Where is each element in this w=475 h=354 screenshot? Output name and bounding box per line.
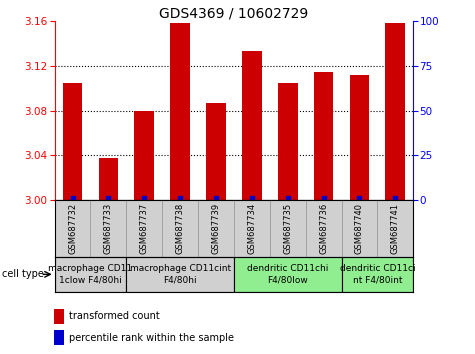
Bar bbox=[54, 309, 65, 324]
Text: GSM687737: GSM687737 bbox=[140, 203, 149, 254]
Text: cell type: cell type bbox=[2, 269, 44, 279]
Bar bbox=[378, 200, 413, 257]
Bar bbox=[270, 200, 306, 257]
Bar bbox=[198, 200, 234, 257]
Text: macrophage CD11cint
F4/80hi: macrophage CD11cint F4/80hi bbox=[130, 264, 231, 284]
Bar bbox=[63, 83, 83, 200]
Text: dendritic CD11chi
F4/80low: dendritic CD11chi F4/80low bbox=[247, 264, 328, 284]
Title: GDS4369 / 10602729: GDS4369 / 10602729 bbox=[159, 6, 309, 20]
Text: percentile rank within the sample: percentile rank within the sample bbox=[68, 332, 234, 343]
Bar bbox=[385, 23, 405, 200]
Bar bbox=[55, 257, 126, 292]
Text: GSM687736: GSM687736 bbox=[319, 203, 328, 254]
Text: GSM687741: GSM687741 bbox=[391, 203, 400, 254]
Bar bbox=[234, 200, 270, 257]
Bar bbox=[242, 51, 262, 200]
Text: GSM687734: GSM687734 bbox=[247, 203, 257, 254]
Bar bbox=[98, 158, 118, 200]
Bar bbox=[314, 72, 333, 200]
Bar bbox=[278, 83, 298, 200]
Text: GSM687740: GSM687740 bbox=[355, 203, 364, 254]
Text: GSM687738: GSM687738 bbox=[176, 203, 185, 254]
Bar bbox=[55, 200, 91, 257]
Text: transformed count: transformed count bbox=[68, 311, 160, 321]
Text: macrophage CD11
1clow F4/80hi: macrophage CD11 1clow F4/80hi bbox=[48, 264, 133, 284]
Text: GSM687735: GSM687735 bbox=[283, 203, 292, 254]
Text: GSM687733: GSM687733 bbox=[104, 203, 113, 254]
Bar bbox=[350, 75, 370, 200]
Bar bbox=[306, 200, 342, 257]
Bar bbox=[126, 200, 162, 257]
Bar bbox=[91, 200, 126, 257]
Bar bbox=[170, 23, 190, 200]
Bar bbox=[54, 330, 65, 345]
Bar bbox=[342, 257, 413, 292]
Text: dendritic CD11ci
nt F4/80int: dendritic CD11ci nt F4/80int bbox=[340, 264, 415, 284]
Text: GSM687732: GSM687732 bbox=[68, 203, 77, 254]
Bar bbox=[126, 257, 234, 292]
Bar bbox=[134, 111, 154, 200]
Bar bbox=[342, 200, 378, 257]
Text: GSM687739: GSM687739 bbox=[211, 203, 220, 254]
Bar bbox=[162, 200, 198, 257]
Bar bbox=[234, 257, 342, 292]
Bar bbox=[206, 103, 226, 200]
